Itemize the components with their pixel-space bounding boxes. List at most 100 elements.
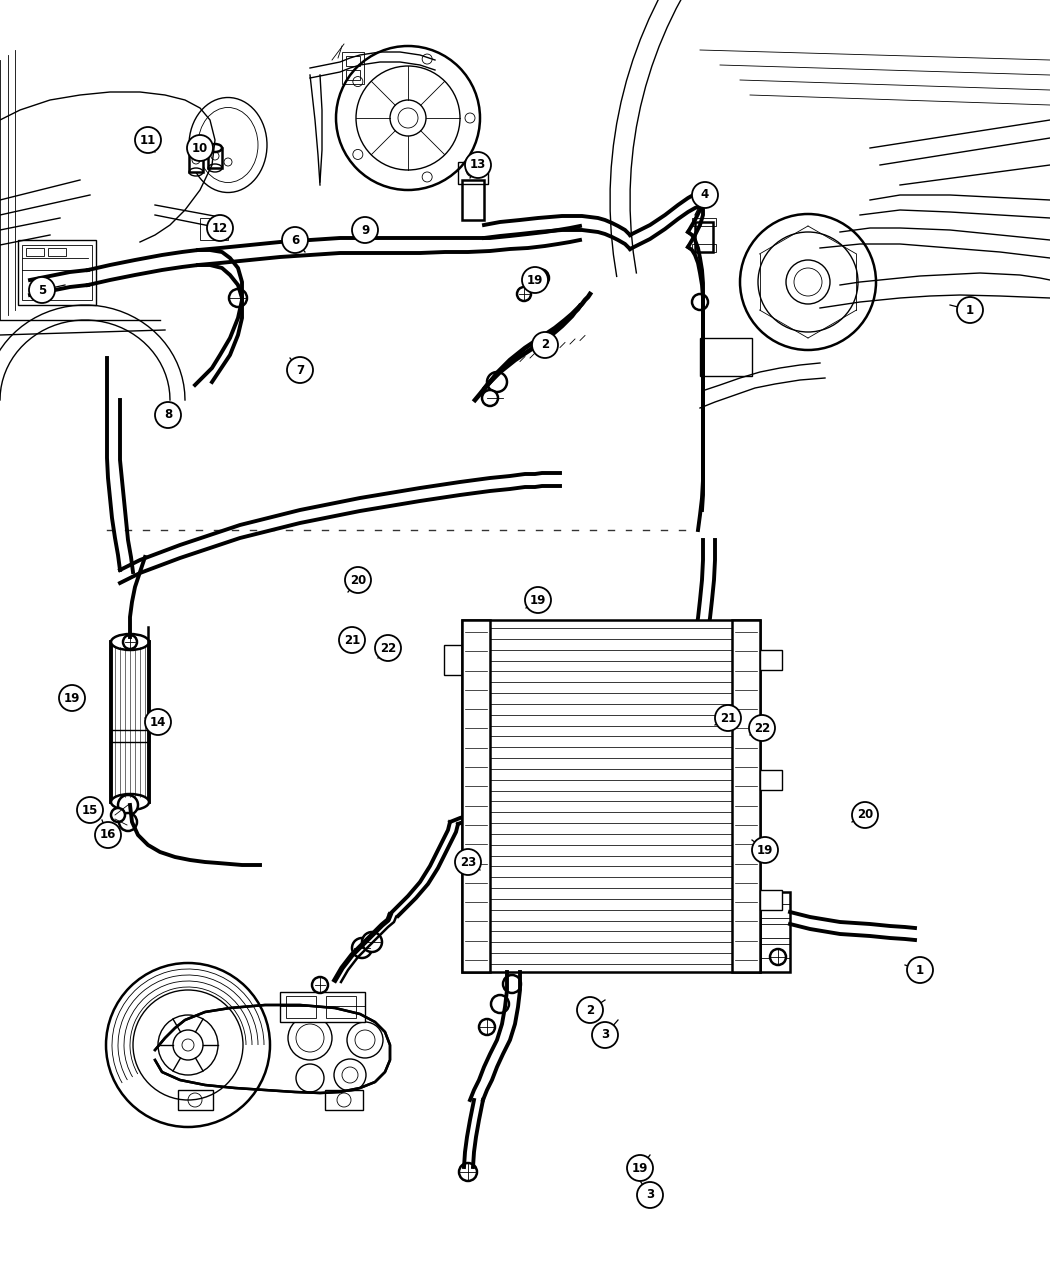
Circle shape	[459, 1163, 477, 1181]
Text: 19: 19	[64, 691, 80, 705]
Circle shape	[525, 586, 551, 613]
Bar	[280, 992, 365, 1023]
Circle shape	[532, 332, 558, 358]
Bar	[692, 218, 716, 226]
Text: 21: 21	[344, 634, 360, 646]
Ellipse shape	[208, 144, 222, 152]
Circle shape	[282, 227, 308, 252]
Ellipse shape	[111, 634, 149, 650]
Circle shape	[339, 627, 365, 653]
Bar	[444, 645, 462, 674]
Text: 22: 22	[380, 641, 396, 654]
Text: 19: 19	[632, 1162, 648, 1174]
Bar	[760, 892, 790, 972]
Text: 6: 6	[291, 233, 299, 246]
Bar	[178, 1090, 213, 1111]
Bar	[26, 249, 44, 256]
Ellipse shape	[111, 794, 149, 810]
Circle shape	[749, 715, 775, 741]
Text: 12: 12	[212, 222, 228, 235]
Circle shape	[111, 808, 125, 822]
Text: 7: 7	[296, 363, 304, 376]
Circle shape	[503, 975, 521, 993]
Bar	[760, 944, 790, 958]
Bar	[342, 52, 364, 84]
Circle shape	[119, 813, 136, 831]
Text: 19: 19	[527, 274, 543, 287]
Circle shape	[207, 215, 233, 241]
Circle shape	[455, 849, 481, 875]
Text: 4: 4	[701, 189, 709, 201]
Bar	[760, 770, 782, 790]
Bar	[760, 924, 790, 938]
Text: 1: 1	[966, 303, 974, 316]
Circle shape	[352, 217, 378, 244]
Circle shape	[482, 390, 498, 405]
Circle shape	[59, 685, 85, 711]
Circle shape	[312, 977, 328, 993]
Circle shape	[229, 289, 247, 307]
Circle shape	[637, 1182, 663, 1207]
Text: 14: 14	[150, 715, 166, 728]
Bar	[189, 152, 203, 172]
Circle shape	[852, 802, 878, 827]
Circle shape	[752, 836, 778, 863]
Text: 13: 13	[470, 158, 486, 172]
Text: 19: 19	[530, 593, 546, 607]
Circle shape	[659, 725, 677, 745]
Text: 9: 9	[361, 223, 370, 236]
Circle shape	[907, 958, 933, 983]
Bar	[760, 890, 782, 910]
Circle shape	[29, 277, 55, 303]
Bar	[22, 245, 92, 300]
Circle shape	[491, 994, 509, 1014]
Circle shape	[578, 997, 603, 1023]
Bar	[200, 218, 228, 240]
Text: 10: 10	[192, 142, 208, 154]
Circle shape	[770, 949, 786, 965]
Bar	[760, 650, 782, 669]
Bar	[732, 620, 760, 972]
Circle shape	[659, 709, 677, 727]
Bar	[326, 1090, 363, 1111]
Text: 21: 21	[720, 711, 736, 724]
Text: 16: 16	[100, 829, 117, 842]
Circle shape	[145, 709, 171, 734]
Bar	[111, 731, 149, 742]
Circle shape	[287, 357, 313, 382]
Bar	[346, 70, 360, 80]
Circle shape	[692, 295, 708, 310]
Text: 2: 2	[541, 338, 549, 352]
Circle shape	[77, 797, 103, 822]
Bar	[695, 222, 713, 252]
Text: 5: 5	[38, 283, 46, 297]
Text: 20: 20	[857, 808, 874, 821]
Bar	[462, 620, 490, 972]
Circle shape	[522, 266, 548, 293]
Polygon shape	[155, 1005, 390, 1093]
Circle shape	[715, 705, 741, 731]
Bar	[48, 249, 66, 256]
Text: 3: 3	[646, 1188, 654, 1201]
Bar	[692, 244, 716, 252]
Circle shape	[487, 372, 507, 391]
Bar	[326, 996, 356, 1017]
Circle shape	[123, 635, 136, 649]
Circle shape	[592, 1023, 618, 1048]
Circle shape	[479, 1019, 495, 1035]
Circle shape	[362, 932, 382, 952]
Circle shape	[345, 567, 371, 593]
Text: 19: 19	[757, 844, 773, 857]
Text: 23: 23	[460, 856, 476, 868]
Circle shape	[352, 938, 372, 958]
Ellipse shape	[189, 148, 203, 156]
Bar	[18, 240, 96, 305]
Text: 20: 20	[350, 574, 366, 586]
Text: 15: 15	[82, 803, 99, 816]
Circle shape	[517, 287, 531, 301]
Bar	[458, 162, 488, 184]
Bar	[462, 180, 484, 221]
Text: 22: 22	[754, 722, 770, 734]
Circle shape	[135, 128, 161, 153]
Circle shape	[94, 822, 121, 848]
